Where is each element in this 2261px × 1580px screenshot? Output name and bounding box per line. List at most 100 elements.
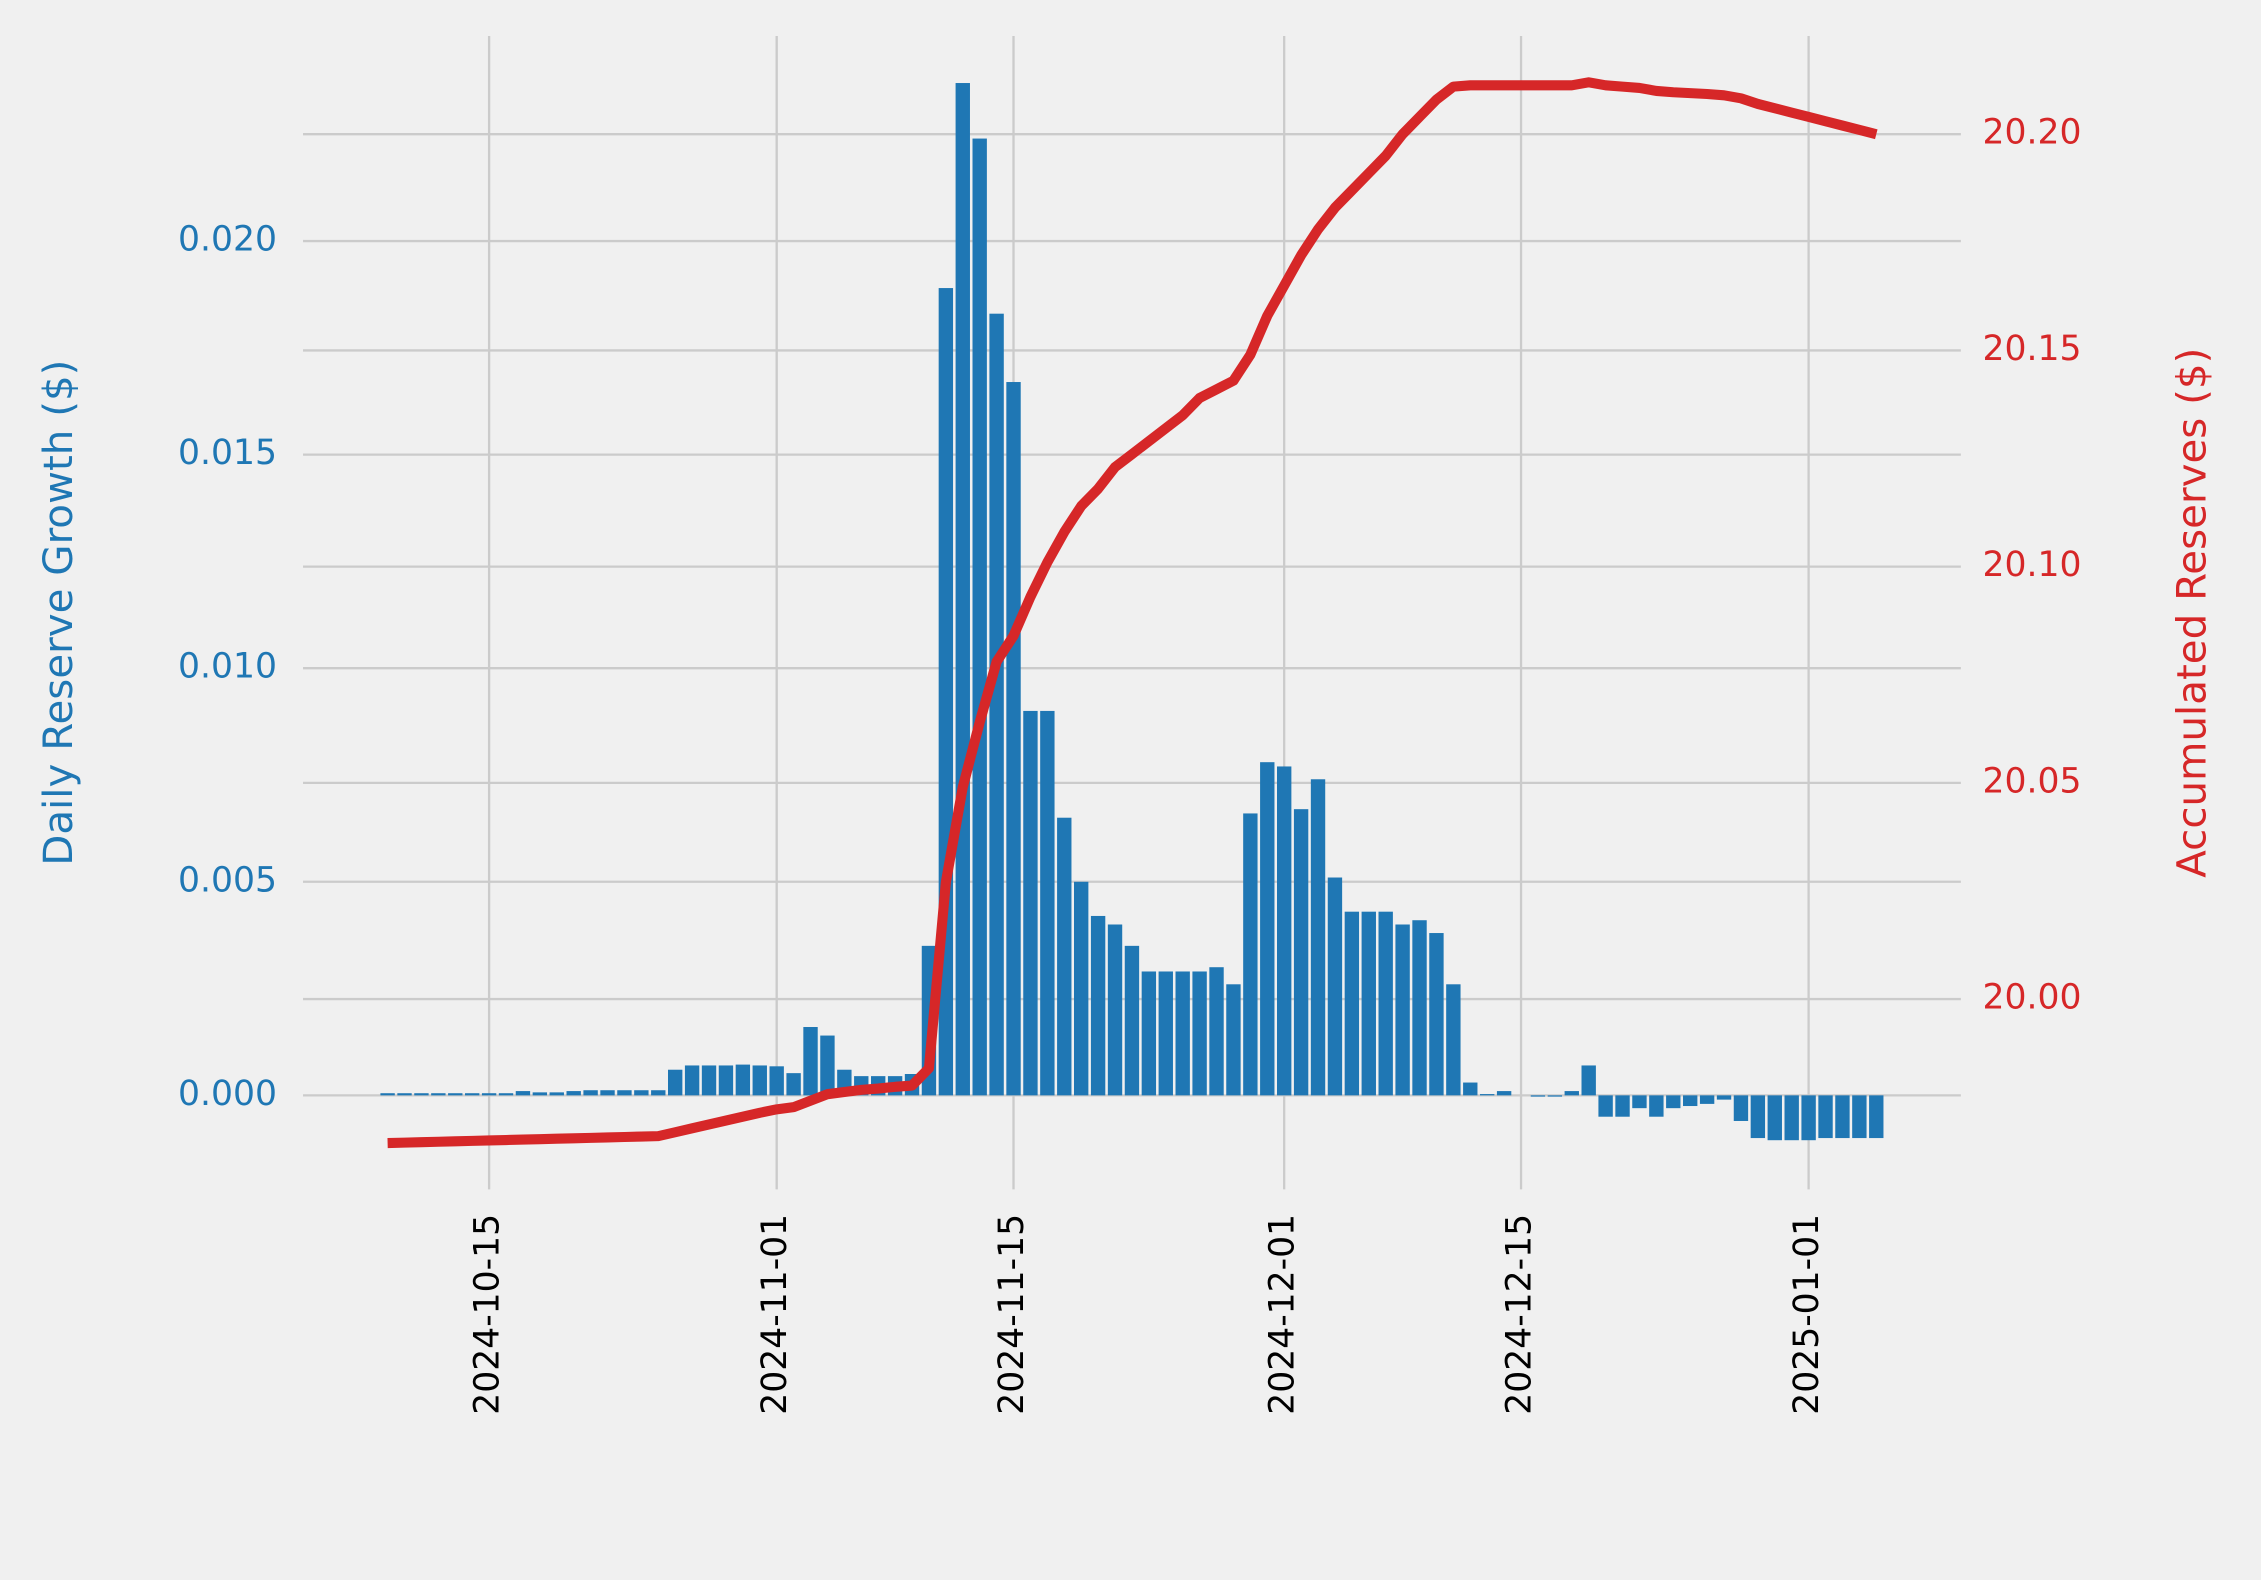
- bar: [1750, 1095, 1766, 1139]
- bar: [1429, 933, 1444, 1096]
- bar: [1209, 967, 1224, 1096]
- bar: [1378, 911, 1393, 1096]
- bar: [1446, 984, 1461, 1096]
- bar: [380, 1093, 395, 1096]
- x-tick-label: 2024-12-15: [1500, 1214, 1540, 1415]
- y2-tick-label: 20.10: [1982, 545, 2081, 585]
- bar: [1057, 817, 1072, 1096]
- bar: [1496, 1091, 1512, 1096]
- x-tick-label: 2024-11-15: [992, 1214, 1032, 1415]
- bar: [1666, 1095, 1681, 1109]
- y2-axis-label: Accumulated Reserves ($): [2168, 348, 2215, 878]
- y-axis-label: Daily Reserve Growth ($): [35, 360, 82, 866]
- bar: [464, 1093, 480, 1096]
- bar: [1327, 877, 1343, 1096]
- bar: [1530, 1095, 1546, 1097]
- bar: [1598, 1095, 1613, 1117]
- bar: [1074, 881, 1089, 1096]
- bar: [651, 1090, 666, 1096]
- bar: [803, 1027, 818, 1096]
- bar: [1784, 1095, 1799, 1141]
- bar: [752, 1065, 767, 1096]
- bar: [1649, 1095, 1664, 1117]
- bar: [667, 1069, 683, 1096]
- bar: [1801, 1095, 1816, 1141]
- x-tick-label: 2024-11-01: [755, 1214, 795, 1415]
- y-tick-label: 0.015: [178, 433, 277, 473]
- y-tick-label: 0.020: [178, 220, 277, 260]
- bar: [1226, 984, 1241, 1096]
- bar: [820, 1035, 835, 1096]
- bar: [1869, 1095, 1884, 1139]
- bar: [1632, 1095, 1647, 1109]
- bar: [498, 1093, 514, 1096]
- bar: [1361, 911, 1376, 1096]
- bar: [1733, 1095, 1749, 1121]
- bar: [1852, 1095, 1867, 1139]
- bar: [1480, 1094, 1495, 1096]
- bar: [786, 1073, 801, 1096]
- bar: [1293, 809, 1309, 1096]
- bar: [1344, 911, 1360, 1096]
- bar: [532, 1092, 548, 1096]
- bar: [617, 1090, 632, 1096]
- bar: [701, 1065, 717, 1096]
- bar: [1412, 920, 1427, 1096]
- y2-tick-label: 20.00: [1982, 978, 2081, 1018]
- bar: [1090, 915, 1106, 1096]
- bar: [1581, 1065, 1596, 1096]
- bar: [684, 1065, 700, 1096]
- bar: [1683, 1095, 1698, 1107]
- bar: [972, 138, 987, 1096]
- y2-tick-label: 20.15: [1982, 329, 2081, 369]
- bar: [515, 1091, 531, 1096]
- bar: [549, 1092, 564, 1096]
- bar: [1615, 1095, 1630, 1117]
- x-tick-label: 2024-12-01: [1263, 1214, 1303, 1415]
- bar: [634, 1090, 649, 1096]
- x-tick-label: 2025-01-01: [1787, 1214, 1827, 1415]
- bar: [1547, 1095, 1563, 1097]
- bar: [1395, 924, 1410, 1096]
- bar: [1040, 710, 1055, 1096]
- y2-tick-label: 20.20: [1982, 113, 2081, 153]
- bar: [1716, 1095, 1732, 1100]
- bar: [718, 1065, 734, 1096]
- bar: [1158, 971, 1173, 1096]
- bar: [414, 1093, 429, 1096]
- bar: [769, 1066, 784, 1096]
- bar: [1463, 1082, 1478, 1096]
- bar: [600, 1090, 615, 1096]
- bar: [583, 1090, 598, 1096]
- x-tick-label: 2024-10-15: [468, 1214, 508, 1415]
- bar: [1767, 1095, 1782, 1141]
- y-tick-label: 0.000: [178, 1074, 277, 1114]
- bar: [431, 1093, 446, 1096]
- bar: [481, 1093, 497, 1096]
- bar: [448, 1093, 463, 1096]
- y-tick-label: 0.010: [178, 647, 277, 687]
- line: [387, 77, 1878, 1149]
- bar: [1006, 382, 1021, 1096]
- bar: [1243, 813, 1258, 1096]
- bar: [989, 313, 1004, 1096]
- bar: [1192, 971, 1207, 1096]
- bar: [1835, 1095, 1850, 1139]
- bar: [1260, 762, 1275, 1096]
- bar: [1277, 766, 1292, 1096]
- bar: [735, 1064, 751, 1096]
- bar: [1310, 779, 1326, 1096]
- bar: [955, 83, 970, 1096]
- bar: [1175, 971, 1190, 1096]
- bar: [1564, 1091, 1579, 1096]
- bar: [1141, 971, 1157, 1096]
- bar: [1023, 710, 1038, 1096]
- bar: [1699, 1095, 1715, 1104]
- y-tick-label: 0.005: [178, 860, 277, 900]
- bar: [1818, 1095, 1833, 1139]
- bar: [397, 1093, 412, 1096]
- bar: [566, 1091, 581, 1096]
